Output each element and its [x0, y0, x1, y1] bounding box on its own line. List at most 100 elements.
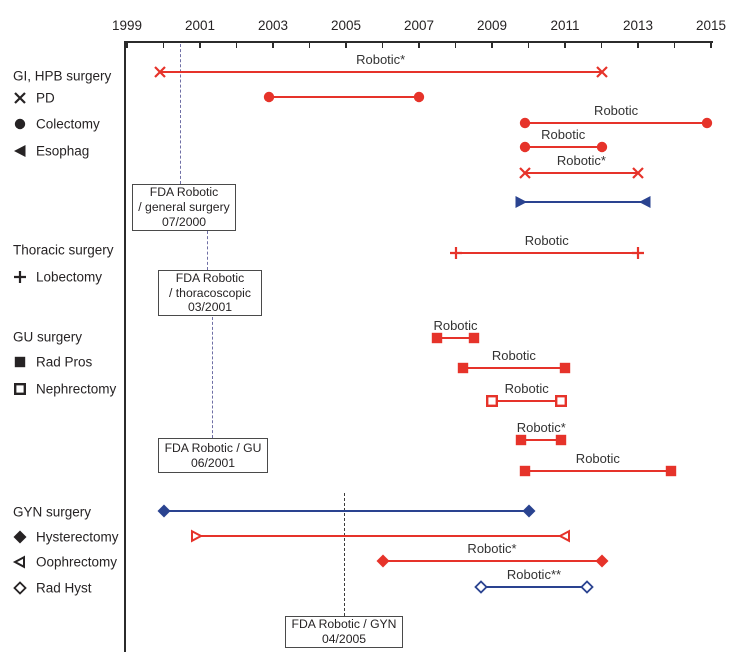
series-line [163, 510, 529, 512]
x-axis-line [125, 41, 713, 43]
x-cross-legend-icon [14, 92, 26, 104]
series-label: Robotic* [356, 52, 406, 67]
fda-approval-box: FDA Robotic / GU 06/2001 [158, 438, 268, 473]
circle-marker-icon [596, 141, 607, 153]
series-label: Robotic [504, 381, 549, 396]
series-line [492, 400, 562, 402]
y-axis-line [124, 41, 126, 652]
square-marker-icon [519, 465, 531, 477]
circle-legend-icon [14, 118, 26, 130]
square-marker-icon [665, 465, 677, 477]
fda-approval-box: FDA Robotic / general surgery 07/2000 [132, 184, 236, 231]
diamond-marker-icon [376, 554, 389, 568]
x-axis-tick [126, 42, 128, 49]
series-label: Robotic [491, 348, 536, 363]
series-label: Robotic [594, 103, 639, 118]
x-axis-tick [454, 42, 457, 49]
fda-dashed-connector [180, 44, 182, 184]
legend-label: Lobectomy [36, 269, 103, 285]
series-label: Robotic* [516, 420, 566, 435]
fda-box-line: FDA Robotic [175, 270, 245, 285]
fda-box-line: / general surgery [138, 200, 230, 215]
circle-marker-icon [264, 91, 275, 103]
fda-box-line: 03/2001 [187, 300, 233, 315]
square-marker-icon [468, 332, 479, 344]
circle-marker-icon [519, 117, 531, 129]
legend-label: Oophrectomy [36, 554, 118, 570]
x-axis-year-label: 2009 [476, 18, 508, 33]
open-triangle-left-legend-icon [12, 555, 25, 569]
x-axis-tick [637, 42, 639, 49]
x-axis-tick [381, 42, 384, 49]
series-label: Robotic [433, 318, 478, 333]
series-line [521, 201, 646, 203]
open-square-marker-icon [486, 395, 499, 408]
section-header: GI, HPB surgery [13, 68, 112, 84]
diamond-marker-icon [157, 504, 170, 518]
legend-label: Esophag [36, 143, 90, 159]
x-cross-marker-icon [632, 167, 644, 179]
fda-box-line: 06/2001 [190, 455, 236, 470]
series-line [524, 470, 671, 472]
series-label: Robotic* [556, 153, 606, 168]
square-marker-icon [515, 434, 527, 446]
open-diamond-legend-icon [13, 581, 27, 595]
triangle-left-marker-icon [639, 196, 651, 208]
fda-box-line: / thoracoscopic [169, 285, 251, 300]
legend-label: Colectomy [36, 116, 100, 132]
series-line [524, 122, 708, 124]
square-marker-icon [432, 332, 443, 344]
x-axis-tick [600, 42, 603, 49]
series-line [524, 146, 602, 148]
open-square-marker-icon [555, 395, 568, 408]
section-header: Thoracic surgery [13, 242, 114, 258]
x-axis-year-label: 2011 [550, 18, 580, 33]
circle-marker-icon [413, 91, 425, 103]
x-axis-year-label: 2013 [622, 18, 654, 33]
fda-box-line: 07/2000 [161, 214, 207, 229]
fda-box-line: FDA Robotic / GYN [291, 617, 397, 632]
triangle-right-marker-icon [515, 196, 528, 208]
x-axis-tick [308, 42, 311, 49]
series-label: Robotic [524, 233, 569, 248]
series-label: Robotic [575, 451, 620, 466]
legend-label: Rad Pros [36, 354, 93, 370]
legend-label: Nephrectomy [36, 381, 117, 397]
series-line [455, 252, 638, 254]
x-axis-tick [345, 42, 347, 49]
series-line [382, 560, 602, 562]
fda-box-line: 04/2005 [321, 632, 367, 646]
square-marker-icon [556, 434, 567, 446]
open-triangle-right-marker-icon [191, 529, 204, 543]
series-line [159, 71, 602, 73]
x-axis-year-label: 2015 [695, 18, 727, 33]
legend-label: Rad Hyst [36, 580, 92, 596]
open-triangle-left-marker-icon [557, 529, 570, 543]
section-header: GU surgery [13, 329, 83, 345]
circle-marker-icon [519, 141, 531, 153]
series-line [269, 96, 419, 98]
fda-approval-box: FDA Robotic / GYN 04/2005 [285, 616, 403, 648]
plus-legend-icon [14, 271, 26, 283]
x-axis-year-label: 2007 [403, 18, 435, 33]
series-line [437, 337, 474, 339]
open-square-legend-icon [14, 383, 27, 396]
x-cross-marker-icon [595, 66, 608, 78]
plus-marker-icon [632, 247, 644, 259]
series-line [462, 367, 565, 369]
section-header: GYN surgery [13, 504, 92, 520]
fda-box-line: FDA Robotic / GU [164, 440, 262, 455]
x-axis-tick [235, 42, 238, 49]
series-label: Robotic [541, 127, 586, 142]
series-line [196, 535, 565, 537]
square-marker-icon [559, 362, 571, 374]
square-legend-icon [14, 356, 26, 368]
diamond-marker-icon [595, 554, 608, 568]
diamond-marker-icon [522, 504, 535, 518]
x-cross-marker-icon [154, 66, 166, 78]
x-axis-tick [491, 42, 493, 49]
x-axis-tick [710, 42, 712, 49]
series-label: Robotic** [506, 567, 562, 582]
x-axis-year-label: 1999 [111, 18, 143, 33]
